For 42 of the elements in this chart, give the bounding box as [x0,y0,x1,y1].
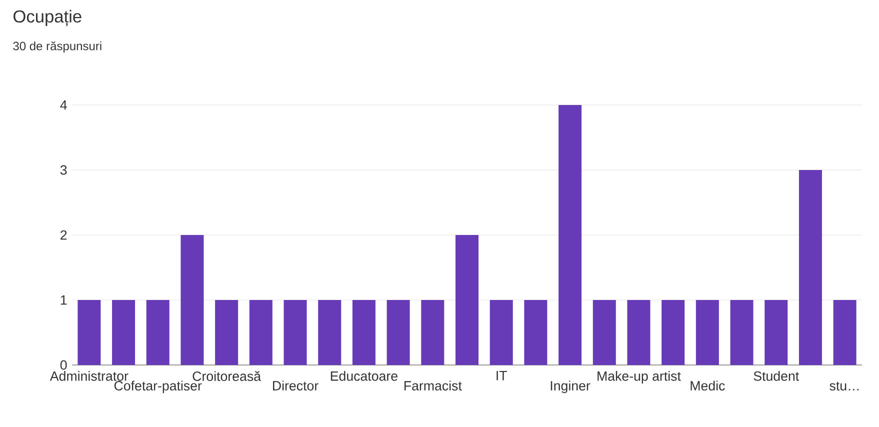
bar [352,300,376,365]
x-tick-label: Educatoare [330,371,398,381]
bar [490,300,513,365]
y-tick-label: 0 [60,360,67,370]
x-tick-label: Administrator [50,371,128,381]
bar [764,300,788,365]
chart-subtitle: 30 de răspunsuri [13,41,102,53]
bar [318,300,342,365]
x-tick-label: stu… [830,382,859,390]
bar [627,300,650,365]
bar [421,300,444,365]
bar [696,300,719,365]
bar [833,300,856,365]
bar [284,300,307,365]
bar [215,300,238,365]
x-tick-label: Medic [690,380,725,390]
x-tick-label: Student [754,371,800,381]
y-tick-label: 3 [60,165,67,175]
y-tick-label: 1 [60,295,67,305]
bar [112,300,136,365]
bar [730,300,754,365]
x-tick-label: Director [273,380,318,390]
x-tick-label: Make-up artist [598,371,681,384]
y-tick-label: 4 [60,100,67,110]
bar [558,104,582,365]
chart-title: Ocupație [14,10,82,26]
bar [249,300,272,365]
y-tick-label: 2 [60,230,67,240]
bar [592,300,616,365]
x-tick-label: Inginer [550,380,590,394]
bar [456,234,479,365]
x-tick-label: Croitoreasă [192,371,262,381]
bar [386,300,410,365]
x-tick-label: IT [496,371,507,380]
bar [146,300,170,365]
x-tick-label: Cofetar-patiser [114,380,202,394]
bar [180,234,204,365]
bar [524,300,548,365]
bar [798,170,822,365]
bar [662,300,685,365]
bar [78,300,101,365]
x-tick-label: Farmacist [404,380,462,390]
